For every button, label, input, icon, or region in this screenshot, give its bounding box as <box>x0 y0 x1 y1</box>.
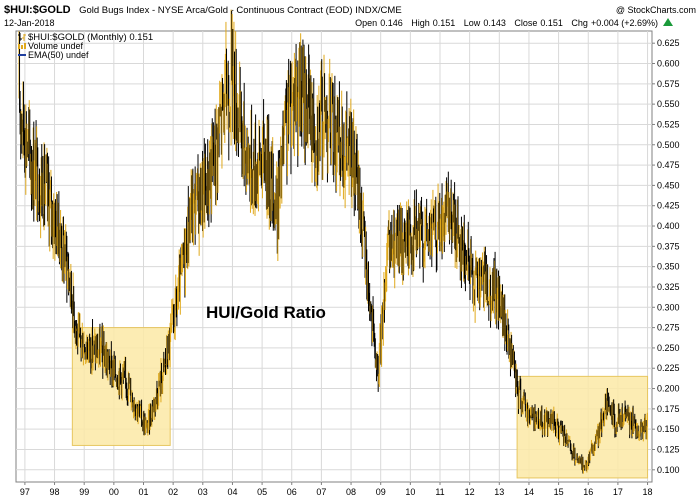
legend-volume: Volume undef <box>28 41 84 51</box>
x-tick-label: 11 <box>435 487 444 497</box>
y-tick-label: 0.150 <box>657 424 680 434</box>
x-tick-label: 12 <box>465 487 475 497</box>
plot-frame <box>15 30 653 483</box>
x-tick-label: 13 <box>494 487 504 497</box>
x-tick-label: 02 <box>168 487 178 497</box>
y-tick-label: 0.175 <box>657 404 680 414</box>
x-tick-label: 15 <box>554 487 564 497</box>
chart-annotation: HUI/Gold Ratio <box>206 303 326 322</box>
ohlc-up-arrow-icon <box>663 18 673 26</box>
x-tick-label: 06 <box>287 487 297 497</box>
price-bars-icon <box>18 33 26 41</box>
y-tick-label: 0.125 <box>657 444 680 454</box>
ohlc-readout: Open 0.146 High 0.151 Low 0.143 Close 0.151 … <box>355 18 658 28</box>
x-tick-label: 09 <box>376 487 386 497</box>
y-tick-label: 0.525 <box>657 119 680 129</box>
x-tick-label: 17 <box>613 487 623 497</box>
y-tick-label: 0.550 <box>657 99 680 109</box>
x-tick-label: 99 <box>79 487 89 497</box>
symbol-label: $HUI:$GOLD <box>4 4 71 16</box>
chart-legend: $HUI:$GOLD (Monthly) 0.151 Volume undef … <box>18 32 153 60</box>
x-tick-label: 03 <box>198 487 208 497</box>
y-tick-label: 0.500 <box>657 140 680 150</box>
y-tick-label: 0.275 <box>657 323 680 333</box>
y-tick-label: 0.600 <box>657 59 680 69</box>
x-tick-label: 08 <box>346 487 356 497</box>
y-tick-label: 0.375 <box>657 241 680 251</box>
chart-title: $HUI:$GOLD Gold Bugs Index - NYSE Arca/G… <box>4 0 402 17</box>
y-tick-label: 0.450 <box>657 180 680 190</box>
symbol-description: Gold Bugs Index - NYSE Arca/Gold - Conti… <box>79 5 402 16</box>
y-tick-label: 0.475 <box>657 160 680 170</box>
x-tick-label: 98 <box>50 487 60 497</box>
x-tick-label: 14 <box>524 487 534 497</box>
y-tick-label: 0.250 <box>657 343 680 353</box>
y-axis: 0.100 0.125 0.150 0.175 0.200 0.225 0.250 0.275… <box>652 38 680 475</box>
chart-date: 12-Jan-2018 <box>4 18 55 28</box>
x-tick-label: 04 <box>227 487 237 497</box>
x-tick-label: 18 <box>643 487 653 497</box>
x-tick-label: 10 <box>405 487 415 497</box>
y-tick-label: 0.300 <box>657 302 680 312</box>
x-tick-label: 05 <box>257 487 267 497</box>
y-tick-label: 0.350 <box>657 262 680 272</box>
y-tick-label: 0.625 <box>657 38 680 48</box>
y-tick-label: 0.325 <box>657 282 680 292</box>
legend-main: $HUI:$GOLD (Monthly) 0.151 <box>28 32 153 43</box>
x-tick-label: 07 <box>316 487 326 497</box>
y-tick-label: 0.425 <box>657 201 680 211</box>
volume-icon <box>18 43 26 49</box>
x-tick-label: 01 <box>138 487 148 497</box>
y-tick-label: 0.575 <box>657 79 680 89</box>
x-axis: 97 98 99 00 01 02 03 04 05 06 07 08 09 10 11 12 13 14 15 16… <box>20 482 653 497</box>
y-tick-label: 0.100 <box>657 465 680 475</box>
x-tick-label: 16 <box>583 487 593 497</box>
watermark: @ StockCharts.com <box>616 5 696 15</box>
x-tick-label: 00 <box>109 487 119 497</box>
legend-ema: EMA(50) undef <box>28 50 89 60</box>
y-tick-label: 0.400 <box>657 221 680 231</box>
x-tick-label: 97 <box>20 487 30 497</box>
y-tick-label: 0.200 <box>657 384 680 394</box>
y-tick-label: 0.225 <box>657 363 680 373</box>
price-bars <box>18 9 648 474</box>
